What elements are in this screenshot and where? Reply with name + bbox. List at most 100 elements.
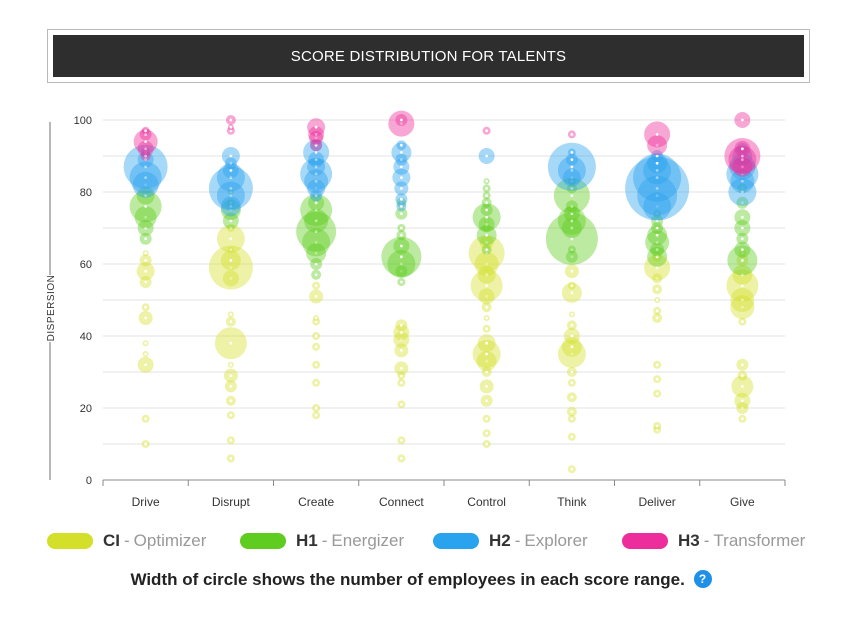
bubble-center-dot (399, 151, 403, 154)
help-icon[interactable]: ? (693, 570, 712, 588)
bubble-center-dot (740, 154, 744, 158)
bubble-center-dot (485, 248, 489, 252)
bubble-center-dot (314, 136, 318, 140)
bubble-center-dot (740, 320, 744, 323)
bubbles (123, 110, 761, 474)
grid-lines (103, 119, 785, 481)
legend-item-explorer[interactable]: H2 - Explorer (433, 528, 588, 554)
bubble-center-dot (399, 143, 403, 147)
bubble-center-dot (740, 190, 744, 194)
bubble-center-dot (399, 187, 403, 190)
x-tick-label: Control (467, 495, 506, 509)
bubble-center-dot (740, 399, 744, 403)
bubble-center-dot (740, 187, 744, 190)
bubble-center-dot (314, 381, 318, 385)
bubble-center-dot (570, 467, 574, 471)
legend-swatch-energizer (240, 533, 286, 549)
bubble-center-dot (399, 212, 403, 215)
bubble-center-dot (144, 176, 148, 179)
bubble-center-dot (570, 370, 574, 374)
bubble-center-dot (655, 241, 659, 244)
bubble-center-dot (314, 208, 318, 212)
bubble-center-dot (570, 248, 574, 252)
bubble-center-dot (740, 172, 744, 176)
bubble-center-dot (485, 233, 489, 237)
bubble-center-dot (229, 248, 233, 252)
bubble-center-dot (655, 287, 659, 291)
bubble-center-dot (314, 295, 318, 298)
bubble-center-dot (144, 215, 148, 219)
bubble-center-dot (314, 363, 318, 367)
bubble-center-dot (740, 363, 744, 367)
bubble-center-dot (399, 403, 403, 406)
legend-name: Transformer (713, 531, 806, 550)
bubble-center-dot (485, 251, 489, 255)
bubble-center-dot (399, 205, 403, 208)
bubble-center-dot (485, 341, 489, 345)
bubble-center-dot (485, 352, 489, 356)
bubble-center-dot (229, 237, 233, 241)
bubble-center-dot (655, 377, 659, 381)
bubble-center-dot (740, 374, 744, 377)
bubble-center-dot (485, 316, 489, 320)
bubble-center-dot (485, 223, 489, 226)
bubble-center-dot (399, 122, 403, 125)
x-tick-label: Create (298, 495, 334, 509)
bubble-center-dot (399, 118, 403, 122)
bubble-center-dot (399, 338, 403, 341)
bubble-center-dot (655, 233, 659, 237)
bubble-center-dot (570, 381, 574, 385)
bubble-center-dot (570, 323, 574, 327)
bubble-center-dot (144, 205, 148, 208)
bubble-center-dot (229, 266, 233, 269)
bubble-center-dot (144, 316, 148, 320)
bubble-center-dot (485, 359, 489, 363)
bubble-center-dot (229, 161, 233, 165)
legend-separator: - (703, 531, 710, 550)
y-tick-label: 40 (80, 331, 92, 343)
bubble-center-dot (485, 295, 489, 298)
bubble-center-dot (144, 194, 148, 197)
bubble-center-dot (144, 154, 148, 158)
bubble-center-dot (740, 179, 744, 183)
bubble-center-dot (314, 133, 318, 136)
bubble-center-dot (485, 194, 489, 197)
bubble-center-dot (314, 241, 318, 244)
bubble-center-dot (229, 201, 233, 205)
bubble-center-dot (399, 158, 403, 161)
bubble-center-dot (144, 417, 148, 421)
bubble-center-dot (229, 205, 233, 208)
footnote: Width of circle shows the number of empl… (0, 570, 842, 590)
bubble-center-dot (655, 219, 659, 223)
bubble-center-dot (485, 399, 489, 403)
x-tick-label: Disrupt (212, 495, 251, 509)
bubble-center-dot (570, 237, 574, 241)
bubble-center-dot (655, 363, 659, 367)
bubble-center-dot (655, 194, 659, 197)
bubble-center-dot (144, 269, 148, 273)
bubble-center-dot (570, 219, 574, 223)
bubble-center-dot (485, 305, 489, 309)
x-tick-label: Drive (132, 495, 160, 509)
legend-code: H2 (489, 531, 511, 550)
bubble-center-dot (399, 349, 403, 352)
bubble-center-dot (655, 226, 659, 230)
bubble-center-dot (314, 345, 318, 349)
legend-item-optimizer[interactable]: CI - Optimizer (47, 528, 206, 554)
bubble-center-dot (399, 262, 403, 266)
bubble-center-dot (229, 413, 233, 417)
bubble-center-dot (144, 226, 148, 230)
bubble-center-dot (655, 161, 659, 165)
bubble-center-dot (229, 169, 233, 172)
x-tick-label: Give (730, 495, 755, 509)
bubble-center-dot (314, 165, 318, 169)
legend-item-transformer[interactable]: H3 - Transformer (622, 528, 805, 554)
bubble-center-dot (740, 147, 744, 151)
bubble-center-dot (655, 212, 659, 215)
legend-item-energizer[interactable]: H1 - Energizer (240, 528, 404, 554)
bubble-center-dot (485, 442, 489, 446)
bubble-center-dot (740, 385, 744, 388)
bubble-center-dot (144, 129, 148, 133)
chart-title-frame: SCORE DISTRIBUTION FOR TALENTS (47, 29, 810, 83)
bubble-center-dot (144, 165, 148, 169)
